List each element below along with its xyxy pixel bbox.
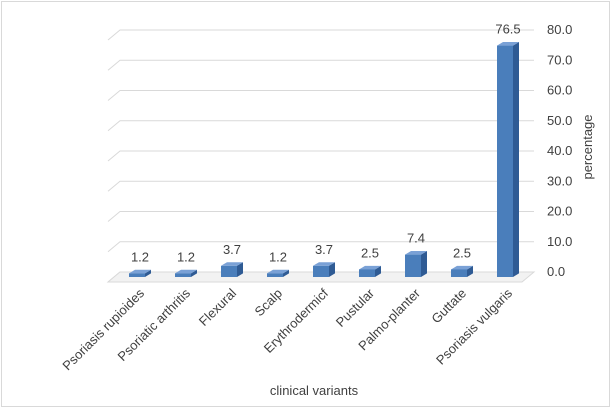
gridline bbox=[107, 211, 534, 222]
bar-side bbox=[145, 269, 151, 277]
y-tick-label: 70.0 bbox=[547, 52, 572, 67]
bar-front bbox=[313, 265, 329, 277]
bar-front bbox=[451, 269, 467, 277]
bar-top bbox=[267, 269, 289, 274]
data-label: 2.5 bbox=[361, 245, 379, 260]
bar bbox=[497, 41, 519, 278]
y-tick-label: 10.0 bbox=[547, 234, 572, 249]
bar-front bbox=[405, 254, 421, 277]
bar-top bbox=[451, 265, 473, 270]
gridlines bbox=[107, 29, 534, 283]
bar-top bbox=[497, 41, 519, 46]
bar-side bbox=[237, 262, 243, 277]
y-tick-label: 20.0 bbox=[547, 204, 572, 219]
bar-front bbox=[175, 273, 191, 277]
bar-front bbox=[267, 273, 283, 277]
bar-top bbox=[405, 251, 427, 255]
y-axis-ticks: 0.0 10.0 20.0 30.0 40.0 50.0 60.0 70.0 80.0 bbox=[547, 22, 572, 279]
bar-front bbox=[359, 269, 375, 277]
bar-side bbox=[513, 41, 519, 277]
bar-top bbox=[175, 269, 197, 274]
gridline bbox=[107, 90, 534, 101]
x-tick-label: Flexural bbox=[196, 285, 239, 328]
chart-area: 1.2 1.2 3.7 1.2 3.7 2.5 7.4 2.5 76.5 0.0 10.0 20.0… bbox=[1, 1, 610, 407]
bar bbox=[359, 265, 381, 277]
bar-top bbox=[129, 269, 151, 274]
bar-front bbox=[221, 265, 237, 277]
bar-front bbox=[497, 45, 513, 278]
data-label: 3.7 bbox=[223, 242, 241, 257]
gridline bbox=[107, 120, 534, 132]
data-label: 2.5 bbox=[453, 245, 471, 260]
bar-top bbox=[221, 262, 243, 266]
gridline bbox=[107, 150, 534, 162]
x-tick-label: Scalp bbox=[252, 286, 286, 320]
bar bbox=[267, 269, 289, 277]
bar bbox=[405, 251, 427, 277]
x-tick-label: Psoriasis rupioides bbox=[59, 285, 147, 373]
x-tick-label: Guttate bbox=[428, 286, 469, 327]
gridline bbox=[107, 241, 534, 253]
data-label: 76.5 bbox=[495, 22, 520, 37]
data-label: 3.7 bbox=[315, 242, 333, 257]
gridline bbox=[107, 180, 534, 192]
bar bbox=[313, 262, 335, 277]
x-tick-label: Pustular bbox=[333, 285, 378, 330]
bar-front bbox=[129, 273, 145, 277]
x-axis-title: clinical variants bbox=[270, 383, 359, 398]
y-tick-label: 40.0 bbox=[547, 143, 572, 158]
bar-side bbox=[191, 269, 197, 277]
data-label: 1.2 bbox=[269, 249, 287, 264]
y-tick-label: 60.0 bbox=[547, 83, 572, 98]
data-label: 7.4 bbox=[407, 231, 425, 246]
bar-side bbox=[329, 262, 335, 277]
bar-top bbox=[359, 265, 381, 270]
bar-top bbox=[313, 262, 335, 266]
bar-chart: 1.2 1.2 3.7 1.2 3.7 2.5 7.4 2.5 76.5 0.0 10.0 20.0… bbox=[59, 22, 595, 398]
bar bbox=[175, 269, 197, 277]
bar bbox=[451, 265, 473, 277]
data-labels: 1.2 1.2 3.7 1.2 3.7 2.5 7.4 2.5 76.5 bbox=[131, 22, 521, 265]
y-tick-label: 50.0 bbox=[547, 113, 572, 128]
gridline bbox=[107, 29, 534, 41]
data-label: 1.2 bbox=[131, 249, 149, 264]
y-tick-label: 0.0 bbox=[547, 264, 565, 279]
bar-side bbox=[421, 251, 427, 277]
bar-side bbox=[467, 265, 473, 277]
y-tick-label: 30.0 bbox=[547, 173, 572, 188]
bars bbox=[129, 41, 519, 278]
bar-side bbox=[375, 265, 381, 277]
y-tick-label: 80.0 bbox=[547, 22, 572, 37]
bar bbox=[221, 262, 243, 277]
gridline bbox=[107, 59, 534, 71]
bar bbox=[129, 269, 151, 277]
y-axis-title: percentage bbox=[580, 114, 595, 179]
bar-side bbox=[283, 269, 289, 277]
data-label: 1.2 bbox=[177, 249, 195, 264]
